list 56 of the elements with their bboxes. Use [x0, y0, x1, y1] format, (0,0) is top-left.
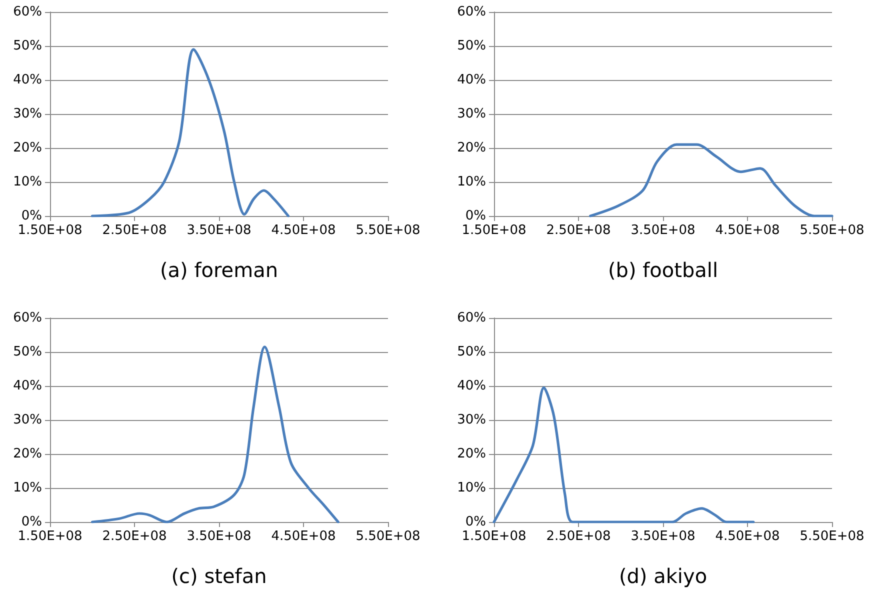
line-series — [492, 386, 755, 524]
y-tick-label: 40% — [13, 72, 42, 88]
x-tick-label: 5.50E+08 — [800, 529, 864, 544]
line-series — [90, 48, 290, 218]
y-tick-label: 30% — [457, 412, 486, 428]
y-tick-label: 30% — [13, 412, 42, 428]
y-tick-label: 50% — [13, 344, 42, 360]
y-tick-label: 20% — [457, 446, 486, 462]
x-tick-label: 1.50E+08 — [462, 529, 526, 544]
y-tick-label: 30% — [457, 106, 486, 122]
y-tick-label: 50% — [13, 38, 42, 54]
y-tick-label: 0% — [465, 208, 486, 224]
line-series — [589, 143, 834, 218]
x-tick-label: 3.50E+08 — [186, 223, 252, 238]
y-tick-label: 10% — [457, 480, 486, 496]
x-tick-label: 1.50E+08 — [462, 223, 526, 238]
y-tick-label: 40% — [13, 378, 42, 394]
y-tick-label: 60% — [13, 4, 42, 20]
y-tick-label: 10% — [13, 174, 42, 190]
y-tick-label: 10% — [457, 174, 486, 190]
x-tick-label: 1.50E+08 — [18, 529, 82, 544]
x-axis-title: (b) football — [608, 258, 718, 282]
x-tick-label: 3.50E+08 — [630, 529, 696, 544]
y-tick-label: 20% — [13, 446, 42, 462]
x-tick-label: 4.50E+08 — [715, 223, 780, 238]
x-tick-label: 3.50E+08 — [630, 223, 696, 238]
x-tick-label: 2.50E+08 — [102, 529, 167, 544]
x-tick-label: 5.50E+08 — [800, 223, 864, 238]
y-tick-label: 20% — [13, 140, 42, 156]
y-tick-label: 40% — [457, 378, 486, 394]
x-tick-label: 5.50E+08 — [356, 223, 420, 238]
y-tick-label: 50% — [457, 38, 486, 54]
y-tick-label: 60% — [13, 310, 42, 326]
y-tick-label: 10% — [13, 480, 42, 496]
x-tick-label: 2.50E+08 — [102, 223, 167, 238]
x-tick-label: 2.50E+08 — [546, 529, 611, 544]
x-tick-label: 4.50E+08 — [271, 529, 336, 544]
y-tick-label: 60% — [457, 4, 486, 20]
x-tick-label: 5.50E+08 — [356, 529, 420, 544]
y-tick-label: 0% — [21, 208, 42, 224]
x-tick-label: 1.50E+08 — [18, 223, 82, 238]
x-axis-title: (a) foreman — [160, 258, 278, 282]
y-tick-label: 30% — [13, 106, 42, 122]
x-tick-label: 4.50E+08 — [715, 529, 780, 544]
x-axis-title: (d) akiyo — [618, 564, 708, 588]
y-tick-label: 0% — [465, 514, 486, 530]
x-axis-title: (c) stefan — [171, 564, 267, 588]
x-tick-label: 3.50E+08 — [186, 529, 252, 544]
line-series — [90, 346, 340, 524]
x-tick-label: 4.50E+08 — [271, 223, 336, 238]
y-tick-label: 20% — [457, 140, 486, 156]
y-tick-label: 50% — [457, 344, 486, 360]
x-tick-label: 2.50E+08 — [546, 223, 611, 238]
y-tick-label: 0% — [21, 514, 42, 530]
y-tick-label: 60% — [457, 310, 486, 326]
y-tick-label: 40% — [457, 72, 486, 88]
